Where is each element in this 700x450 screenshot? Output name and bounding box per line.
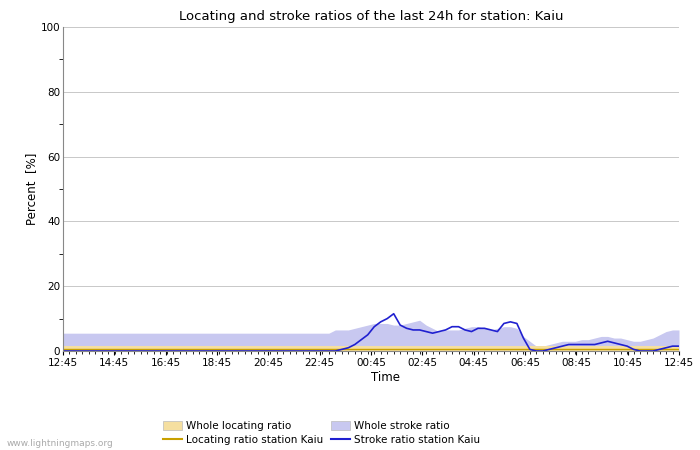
- X-axis label: Time: Time: [371, 371, 400, 384]
- Legend: Whole locating ratio, Locating ratio station Kaiu, Whole stroke ratio, Stroke ra: Whole locating ratio, Locating ratio sta…: [159, 417, 484, 450]
- Title: Locating and stroke ratios of the last 24h for station: Kaiu: Locating and stroke ratios of the last 2…: [178, 10, 564, 23]
- Text: www.lightningmaps.org: www.lightningmaps.org: [7, 439, 113, 448]
- Y-axis label: Percent  [%]: Percent [%]: [25, 153, 38, 225]
